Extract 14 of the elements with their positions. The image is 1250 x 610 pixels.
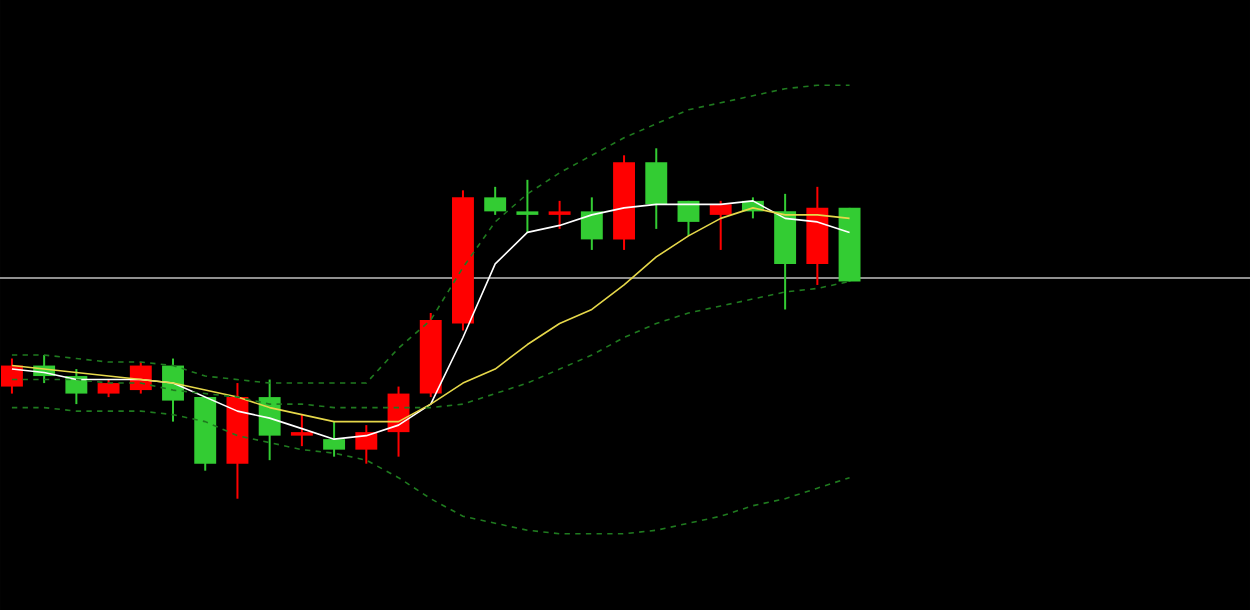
candlestick xyxy=(290,413,313,448)
candlestick xyxy=(0,357,23,395)
candlestick xyxy=(580,196,603,251)
candlestick xyxy=(258,378,281,462)
candlestick xyxy=(709,199,732,251)
candlestick xyxy=(65,368,88,406)
candlestick xyxy=(484,185,507,216)
candlestick xyxy=(645,147,668,230)
candlestick xyxy=(516,178,539,234)
candlestick xyxy=(548,199,571,230)
candlestick xyxy=(323,420,346,458)
candlestick xyxy=(162,357,184,423)
candlestick xyxy=(677,199,700,237)
candlestick xyxy=(355,424,378,465)
